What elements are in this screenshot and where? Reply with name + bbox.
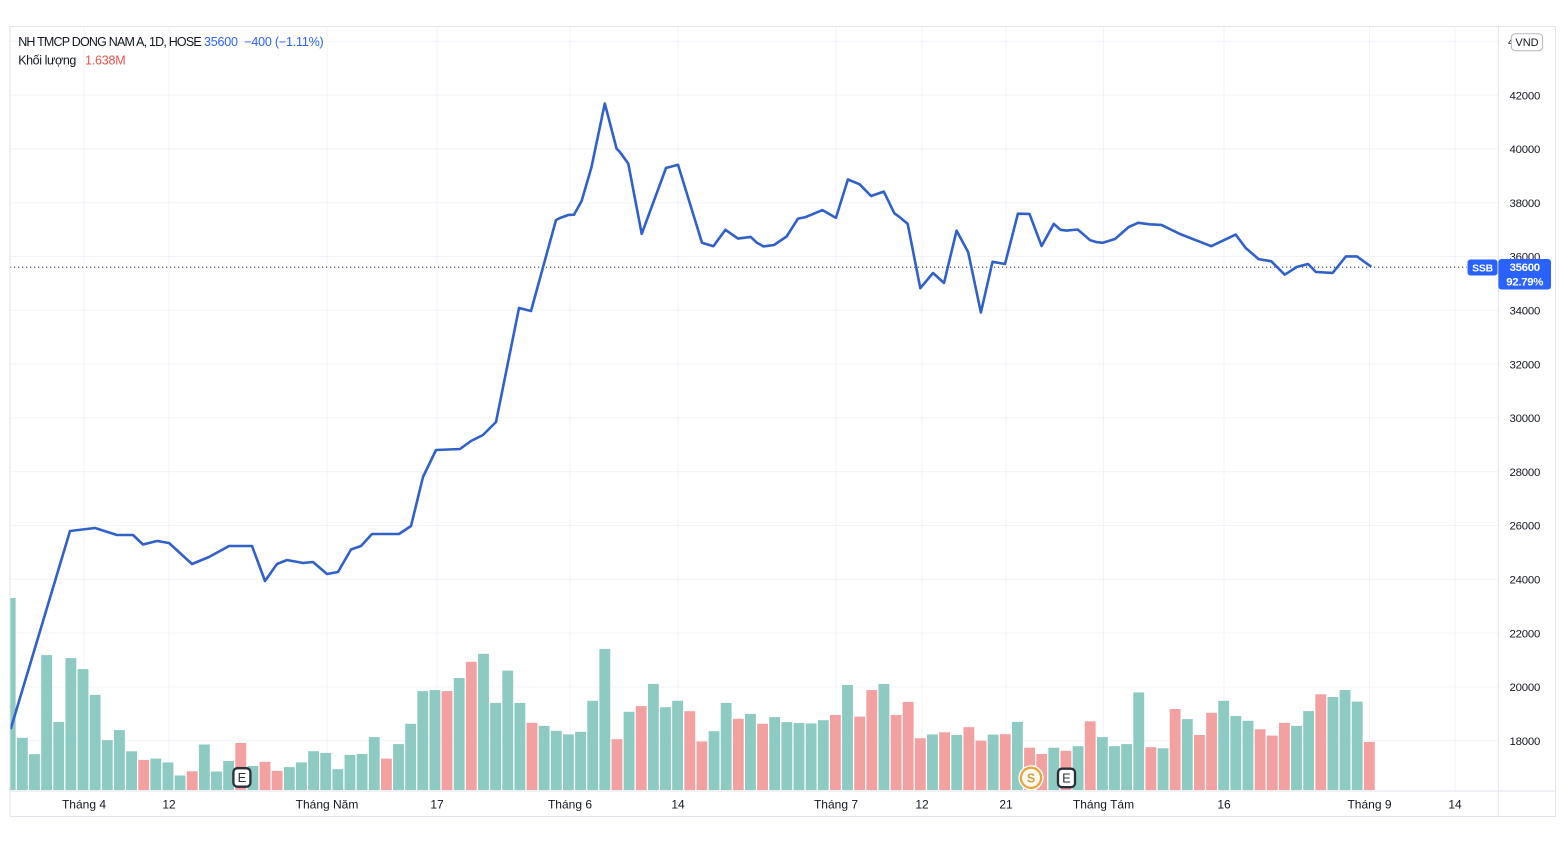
svg-text:1.638M: 1.638M [85,54,126,68]
svg-text:22000: 22000 [1510,628,1541,640]
svg-text:32000: 32000 [1510,359,1541,371]
svg-text:Tháng 7: Tháng 7 [814,798,858,812]
svg-text:18000: 18000 [1510,736,1541,748]
svg-text:26000: 26000 [1510,521,1541,533]
svg-text:Tháng 6: Tháng 6 [548,798,592,812]
svg-text:28000: 28000 [1510,467,1541,479]
svg-text:VND: VND [1515,37,1538,49]
svg-text:Khối lượng: Khối lượng [18,54,76,68]
svg-text:35600 −400 (−1.11%): 35600 −400 (−1.11%) [204,35,324,49]
svg-text:16: 16 [1217,798,1231,812]
svg-text:24000: 24000 [1510,575,1541,587]
svg-text:Tháng Tám: Tháng Tám [1073,798,1134,812]
svg-text:14: 14 [1448,798,1462,812]
svg-text:14: 14 [671,798,685,812]
svg-text:Tháng 4: Tháng 4 [62,798,106,812]
svg-text:Tháng Năm: Tháng Năm [296,798,359,812]
svg-text:12: 12 [915,798,929,812]
svg-text:S: S [1027,771,1035,785]
svg-text:E: E [238,770,247,785]
svg-text:E: E [1062,771,1071,786]
svg-text:42000: 42000 [1510,90,1541,102]
svg-text:17: 17 [430,798,444,812]
svg-text:NH TMCP DONG NAM A, 1D, HOSE: NH TMCP DONG NAM A, 1D, HOSE [18,35,201,49]
svg-text:21: 21 [999,798,1013,812]
svg-text:SSB: SSB [1472,264,1493,275]
svg-text:38000: 38000 [1510,198,1541,210]
svg-text:Tháng 9: Tháng 9 [1347,798,1391,812]
svg-text:40000: 40000 [1510,144,1541,156]
svg-text:35600: 35600 [1510,262,1540,274]
svg-text:92.79%: 92.79% [1506,277,1543,289]
svg-text:34000: 34000 [1510,306,1541,318]
svg-text:20000: 20000 [1510,682,1541,694]
svg-text:12: 12 [162,798,176,812]
svg-text:30000: 30000 [1510,413,1541,425]
